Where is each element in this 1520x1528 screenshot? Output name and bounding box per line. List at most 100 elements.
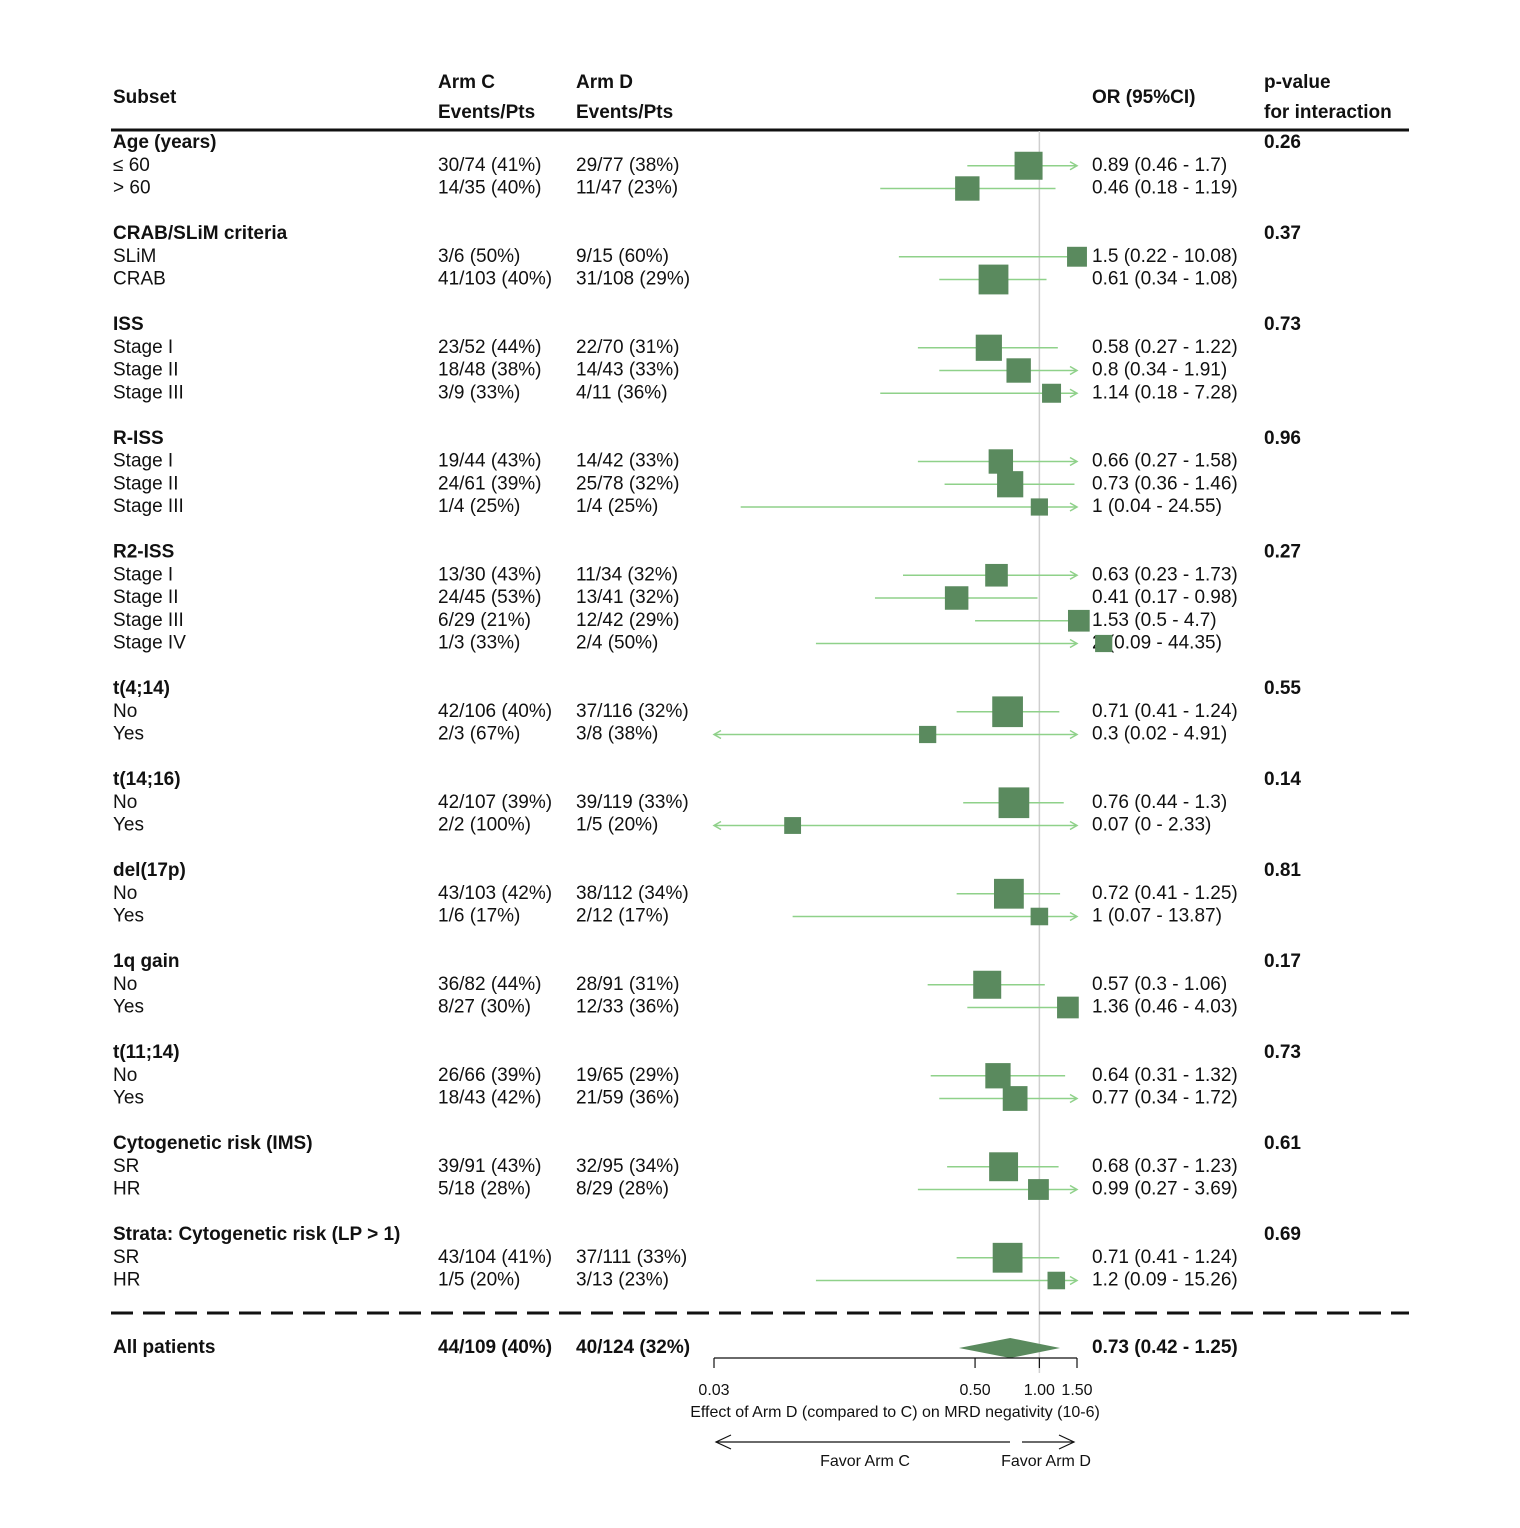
arm-d-events: 37/116 (32%)	[576, 701, 689, 722]
ci-arrow-right	[1069, 1093, 1079, 1104]
arm-d-events: 14/43 (33%)	[576, 360, 680, 381]
arm-c-events: 1/5 (20%)	[438, 1270, 520, 1291]
arm-c-events: 18/43 (42%)	[438, 1088, 542, 1109]
favor-arm-d-label: Favor Arm D	[1001, 1453, 1091, 1470]
or-marker	[975, 334, 1002, 361]
p-value-interaction: 0.14	[1264, 769, 1301, 790]
arm-d-events: 3/8 (38%)	[576, 724, 658, 745]
x-axis-tick-label: 0.03	[698, 1382, 729, 1399]
subset-label: SLiM	[113, 246, 156, 267]
subset-label: Stage I	[113, 564, 173, 585]
ci-arrow-left	[712, 729, 722, 740]
ci-arrow-right	[1069, 365, 1079, 376]
arm-d-events: 14/42 (33%)	[576, 451, 680, 472]
subset-label: Stage I	[113, 337, 173, 358]
or-ci-text: 0.68 (0.37 - 1.23)	[1092, 1156, 1238, 1177]
or-ci-text: 0.57 (0.3 - 1.06)	[1092, 974, 1227, 995]
or-ci-text: 0.66 (0.27 - 1.58)	[1092, 451, 1238, 472]
favor-arm-d-arrowhead	[1058, 1434, 1076, 1450]
subset-label: Yes	[113, 815, 144, 836]
or-ci-text: 1 (0.07 - 13.87)	[1092, 906, 1222, 927]
header-arm-c: Arm C	[438, 72, 495, 93]
subset-label: No	[113, 974, 137, 995]
arm-d-events: 1/5 (20%)	[576, 815, 658, 836]
subset-label: No	[113, 701, 137, 722]
or-ci-text: 0.46 (0.18 - 1.19)	[1092, 178, 1238, 199]
x-axis-tick-label: 1.50	[1061, 1382, 1092, 1399]
arm-c-events: 1/3 (33%)	[438, 633, 520, 654]
or-marker	[955, 176, 980, 201]
subset-label: Stage II	[113, 473, 179, 494]
favor-arm-c-label: Favor Arm C	[820, 1453, 910, 1470]
header-subset: Subset	[113, 87, 177, 108]
subset-label: No	[113, 1065, 137, 1086]
arm-c-events: 3/6 (50%)	[438, 246, 520, 267]
group-label: t(14;16)	[113, 769, 181, 790]
or-marker	[1002, 1086, 1028, 1111]
header-p-value-interaction: for interaction	[1264, 102, 1392, 123]
or-ci-text: 1.14 (0.18 - 7.28)	[1092, 382, 1238, 403]
arm-d-events: 11/34 (32%)	[576, 564, 678, 585]
group-label: R2-ISS	[113, 542, 174, 563]
arm-c-events: 6/29 (21%)	[438, 610, 531, 631]
arm-d-events: 12/42 (29%)	[576, 610, 680, 631]
subset-label: Yes	[113, 724, 144, 745]
subset-label: CRAB	[113, 269, 166, 290]
p-value-interaction: 0.96	[1264, 428, 1301, 449]
ci-arrow-right	[1069, 502, 1079, 512]
or-marker	[784, 817, 802, 834]
or-marker	[998, 787, 1030, 819]
arm-d-events: 37/111 (33%)	[576, 1247, 687, 1268]
or-marker	[1014, 151, 1043, 180]
arm-c-events: 8/27 (30%)	[438, 997, 531, 1018]
or-ci-text: 0.71 (0.41 - 1.24)	[1092, 1247, 1238, 1268]
or-marker	[985, 1063, 1011, 1089]
arm-c-events: 1/6 (17%)	[438, 906, 520, 927]
overall-arm-d: 40/124 (32%)	[576, 1337, 690, 1358]
group-label: Cytogenetic risk (IMS)	[113, 1133, 313, 1154]
group-label: t(11;14)	[113, 1042, 180, 1063]
header-arm-d: Arm D	[576, 72, 633, 93]
arm-c-events: 2/3 (67%)	[438, 724, 520, 745]
arm-d-events: 31/108 (29%)	[576, 269, 690, 290]
arm-c-events: 36/82 (44%)	[438, 974, 542, 995]
ci-arrow-right	[1069, 638, 1079, 649]
arm-c-events: 23/52 (44%)	[438, 337, 542, 358]
group-label: 1q gain	[113, 951, 180, 972]
arm-c-events: 42/107 (39%)	[438, 792, 552, 813]
header-arm-c-events: Events/Pts	[438, 102, 535, 123]
subset-label: Yes	[113, 906, 144, 927]
arm-c-events: 30/74 (41%)	[438, 155, 542, 176]
subset-label: SR	[113, 1156, 139, 1177]
ci-arrow-left	[712, 820, 722, 831]
arm-d-events: 2/12 (17%)	[576, 906, 669, 927]
or-ci-text: 0.58 (0.27 - 1.22)	[1092, 337, 1238, 358]
or-marker	[993, 878, 1024, 909]
arm-d-events: 25/78 (32%)	[576, 473, 680, 494]
or-marker	[973, 970, 1002, 999]
p-value-interaction: 0.37	[1264, 223, 1301, 244]
ci-arrow-right	[1069, 729, 1079, 740]
overall-label: All patients	[113, 1337, 215, 1358]
ci-arrow-right	[1069, 456, 1079, 467]
or-marker	[1028, 1179, 1049, 1200]
x-axis-title: Effect of Arm D (compared to C) on MRD n…	[690, 1404, 1100, 1421]
subset-label: HR	[113, 1179, 140, 1200]
subset-label: Stage III	[113, 382, 184, 403]
group-label: CRAB/SLiM criteria	[113, 223, 288, 244]
or-marker	[1030, 498, 1048, 516]
arm-c-events: 3/9 (33%)	[438, 382, 520, 403]
arm-d-events: 29/77 (38%)	[576, 155, 680, 176]
arm-d-events: 32/95 (34%)	[576, 1156, 680, 1177]
ci-arrow-right	[1069, 570, 1079, 580]
header-arm-d-events: Events/Pts	[576, 102, 673, 123]
arm-c-events: 43/104 (41%)	[438, 1247, 552, 1268]
subset-label: ≤ 60	[113, 155, 150, 176]
subset-label: Yes	[113, 997, 144, 1018]
arm-d-events: 28/91 (31%)	[576, 974, 680, 995]
p-value-interaction: 0.17	[1264, 951, 1301, 972]
arm-d-events: 19/65 (29%)	[576, 1065, 680, 1086]
arm-d-events: 11/47 (23%)	[576, 178, 678, 199]
subset-label: Stage III	[113, 610, 184, 631]
group-label: Age (years)	[113, 132, 217, 153]
